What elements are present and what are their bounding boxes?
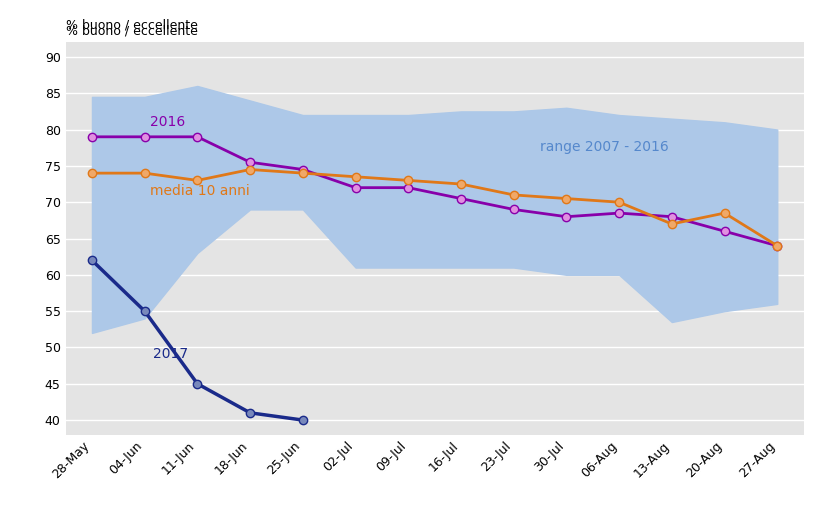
Text: 2016: 2016	[150, 115, 185, 129]
Text: % buono / eccellente: % buono / eccellente	[66, 19, 197, 31]
Text: media 10 anni: media 10 anni	[150, 184, 250, 198]
Text: % buono / eccellente: % buono / eccellente	[66, 24, 197, 37]
Text: 2017: 2017	[152, 347, 188, 361]
Text: range 2007 - 2016: range 2007 - 2016	[540, 140, 668, 154]
